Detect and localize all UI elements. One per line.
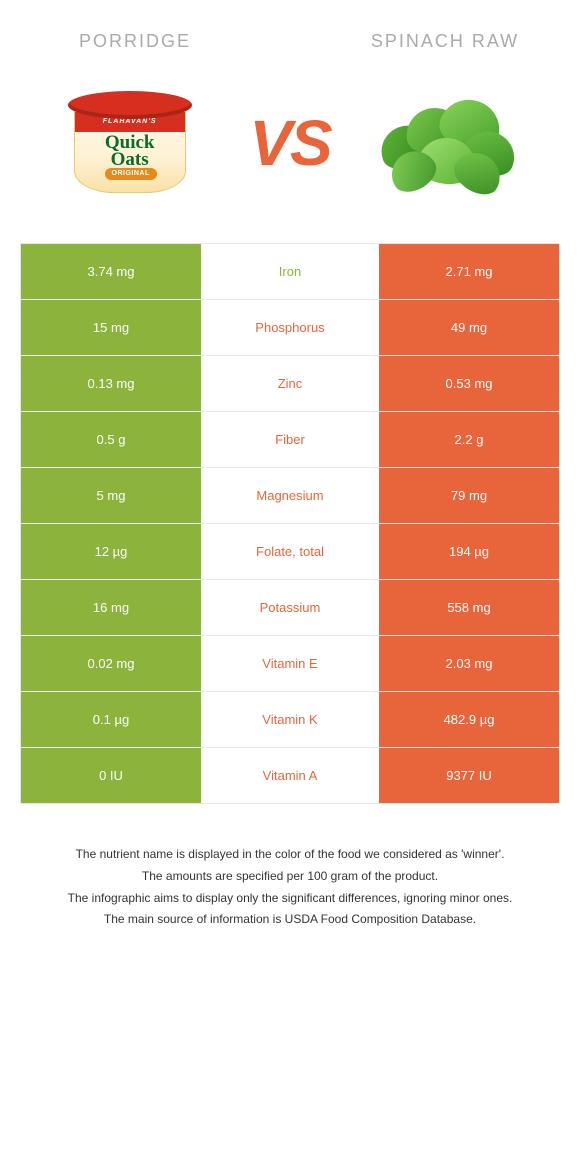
image-row: FLAHAVAN'S Quick Oats ORIGINAL VS: [0, 73, 580, 243]
vs-label: VS: [249, 106, 330, 180]
nutrient-name: Magnesium: [201, 468, 379, 523]
right-value: 49 mg: [379, 300, 559, 355]
nutrient-name: Vitamin E: [201, 636, 379, 691]
nutrient-name: Fiber: [201, 412, 379, 467]
header-row: Porridge Spinach raw: [0, 0, 580, 73]
nutrient-name: Zinc: [201, 356, 379, 411]
right-value: 2.03 mg: [379, 636, 559, 691]
nutrient-name: Vitamin A: [201, 748, 379, 803]
footer-line: The nutrient name is displayed in the co…: [30, 844, 550, 866]
left-value: 15 mg: [21, 300, 201, 355]
comparison-table: 3.74 mgIron2.71 mg15 mgPhosphorus49 mg0.…: [20, 243, 560, 804]
left-value: 3.74 mg: [21, 244, 201, 299]
header-left: Porridge: [0, 30, 270, 53]
left-value: 0.13 mg: [21, 356, 201, 411]
table-row: 15 mgPhosphorus49 mg: [21, 299, 559, 355]
table-row: 0 IUVitamin A9377 IU: [21, 747, 559, 803]
left-value: 5 mg: [21, 468, 201, 523]
left-value: 0.5 g: [21, 412, 201, 467]
nutrient-name: Vitamin K: [201, 692, 379, 747]
table-row: 16 mgPotassium558 mg: [21, 579, 559, 635]
left-value: 0.02 mg: [21, 636, 201, 691]
left-value: 12 µg: [21, 524, 201, 579]
left-value: 0 IU: [21, 748, 201, 803]
footer-line: The infographic aims to display only the…: [30, 888, 550, 910]
right-value: 2.2 g: [379, 412, 559, 467]
product-variant: ORIGINAL: [105, 168, 157, 180]
nutrient-name: Iron: [201, 244, 379, 299]
right-value: 79 mg: [379, 468, 559, 523]
footer-line: The main source of information is USDA F…: [30, 909, 550, 931]
right-value: 558 mg: [379, 580, 559, 635]
right-value: 9377 IU: [379, 748, 559, 803]
table-row: 0.02 mgVitamin E2.03 mg: [21, 635, 559, 691]
left-value: 0.1 µg: [21, 692, 201, 747]
header-right: Spinach raw: [310, 30, 580, 53]
table-row: 12 µgFolate, total194 µg: [21, 523, 559, 579]
table-row: 0.1 µgVitamin K482.9 µg: [21, 691, 559, 747]
nutrient-name: Phosphorus: [201, 300, 379, 355]
table-row: 0.5 gFiber2.2 g: [21, 411, 559, 467]
right-value: 482.9 µg: [379, 692, 559, 747]
table-row: 3.74 mgIron2.71 mg: [21, 244, 559, 299]
right-value: 194 µg: [379, 524, 559, 579]
left-value: 16 mg: [21, 580, 201, 635]
footer-notes: The nutrient name is displayed in the co…: [0, 804, 580, 990]
product-name: Quick Oats: [81, 134, 179, 168]
nutrient-name: Folate, total: [201, 524, 379, 579]
footer-line: The amounts are specified per 100 gram o…: [30, 866, 550, 888]
porridge-image: FLAHAVAN'S Quick Oats ORIGINAL: [30, 83, 229, 203]
table-row: 0.13 mgZinc0.53 mg: [21, 355, 559, 411]
table-row: 5 mgMagnesium79 mg: [21, 467, 559, 523]
spinach-image: [351, 88, 550, 198]
right-value: 2.71 mg: [379, 244, 559, 299]
right-value: 0.53 mg: [379, 356, 559, 411]
nutrient-name: Potassium: [201, 580, 379, 635]
